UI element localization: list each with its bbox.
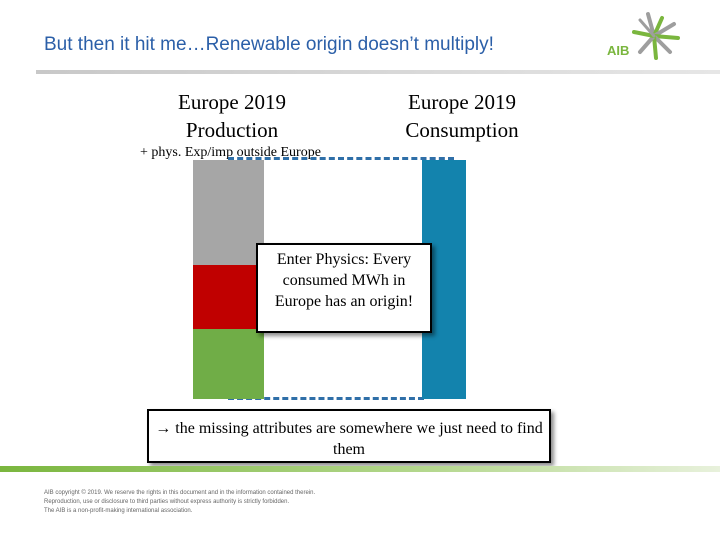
copyright-footer: AIB copyright © 2019. We reserve the rig… bbox=[44, 489, 315, 516]
production-bar-red bbox=[193, 265, 264, 329]
title-divider bbox=[36, 70, 720, 74]
production-note: + phys. Exp/imp outside Europe bbox=[140, 145, 321, 160]
aib-logo-text: AIB bbox=[607, 43, 630, 58]
aib-logo-icon bbox=[632, 12, 680, 60]
slide-title: But then it hit me…Renewable origin does… bbox=[44, 34, 494, 55]
production-heading-line1: Europe 2019 bbox=[178, 90, 286, 114]
production-heading: Europe 2019 Production bbox=[150, 88, 314, 144]
production-bar-grey bbox=[193, 160, 264, 265]
arrow-right-icon: → bbox=[155, 420, 172, 437]
footer-divider bbox=[0, 466, 720, 472]
physics-callout: Enter Physics: Every consumed MWh in Eur… bbox=[256, 243, 432, 333]
missing-attributes-text: the missing attributes are somewhere we … bbox=[175, 420, 543, 458]
footer-line-3: The AIB is a non-profit-making internati… bbox=[44, 508, 193, 514]
missing-attributes-callout: → the missing attributes are somewhere w… bbox=[147, 409, 551, 463]
consumption-heading-line1: Europe 2019 bbox=[408, 90, 516, 114]
footer-line-1: AIB copyright © 2019. We reserve the rig… bbox=[44, 490, 316, 496]
top-dashed-line bbox=[228, 157, 454, 160]
production-bar-green bbox=[193, 329, 264, 399]
bottom-dashed-line bbox=[228, 397, 424, 400]
production-heading-line2: Production bbox=[185, 118, 279, 142]
consumption-heading-line2: Consumption bbox=[405, 118, 519, 142]
consumption-heading: Europe 2019 Consumption bbox=[380, 88, 544, 144]
footer-line-2: Reproduction, use or disclosure to third… bbox=[44, 499, 290, 505]
